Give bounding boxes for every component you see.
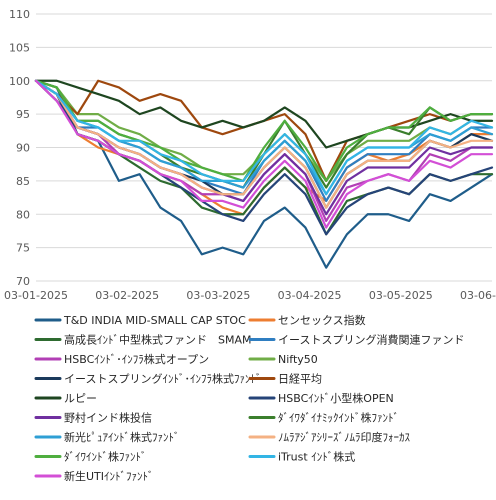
legend-label: Nifty50 [278, 353, 318, 366]
plot-area [34, 79, 494, 269]
series-line-1 [34, 79, 494, 269]
legend-label: センセックス指数 [278, 313, 366, 327]
legend-label: ﾀﾞｲﾜﾀﾞｲﾅﾐｯｸｲﾝﾄﾞ株ﾌｧﾝﾄﾞ [278, 411, 399, 425]
x-tick-label: 03-04-2025 [278, 289, 342, 302]
x-tick-label: 03-06-2025 [460, 289, 496, 302]
legend-label: 新生UTIｲﾝﾄﾞﾌｧﾝﾄﾞ [64, 469, 154, 483]
y-tick-label: 85 [16, 175, 30, 188]
legend-label: 高成長ｲﾝﾄﾞ中型株式ファンド SMAM [64, 333, 252, 347]
y-tick-label: 75 [16, 242, 30, 255]
x-tick-label: 03-05-2025 [369, 289, 433, 302]
legend-label: イーストスプリングｲﾝﾄﾞ･ｲﾝﾌﾗ株式ﾌｧﾝﾄﾞ [64, 372, 261, 386]
series-line-15 [34, 79, 494, 182]
y-tick-label: 110 [9, 8, 30, 21]
x-tick-label: 03-02-2025 [95, 289, 159, 302]
legend-label: HSBCｲﾝﾄﾞ小型株OPEN [278, 391, 394, 405]
legend-label: 野村インド株投信 [64, 411, 152, 425]
legend-label: HSBCｲﾝﾄﾞ･ｲﾝﾌﾗ株式オープン [64, 352, 209, 366]
legend-label: ﾀﾞｲﾜｲﾝﾄﾞ株ﾌｧﾝﾄﾞ [64, 450, 147, 464]
legend-label: ﾉﾑﾗｱｼﾞｱｼﾘｰｽﾞﾉﾑﾗ印度ﾌｫｰｶｽ [278, 430, 410, 444]
y-tick-label: 70 [16, 275, 30, 288]
legend: T&D INDIA MID-SMALL CAP STOC センセックス指数高成長ｲ… [34, 313, 464, 483]
series-line-16 [34, 79, 494, 196]
x-tick-label: 03-01-2025 [4, 289, 68, 302]
y-tick-label: 95 [16, 108, 30, 121]
x-tick-label: 03-03-2025 [186, 289, 250, 302]
y-tick-label: 100 [9, 75, 30, 88]
series-line-10 [34, 79, 494, 236]
y-tick-label: 90 [16, 142, 30, 155]
legend-label: T&D INDIA MID-SMALL CAP STOC [63, 314, 246, 327]
legend-label: 新光ﾋﾟｭｱｲﾝﾄﾞ株式ﾌｧﾝﾄﾞ [64, 430, 180, 444]
y-tick-label: 105 [9, 41, 30, 54]
legend-label: イーストスプリング消費関連ファンド [278, 333, 464, 347]
axes: 70 75 80 85 90 95 100 105 110 03-01-2025 03-02-202… [4, 8, 496, 302]
series-line-3 [34, 79, 494, 236]
y-tick-label: 80 [16, 208, 30, 221]
series-line-17 [34, 79, 494, 229]
legend-label: 日経平均 [278, 373, 322, 386]
legend-label: ルピー [64, 392, 97, 405]
series-line-14 [34, 79, 494, 209]
legend-label: iTrust ｲﾝﾄﾞ株式 [278, 450, 355, 464]
